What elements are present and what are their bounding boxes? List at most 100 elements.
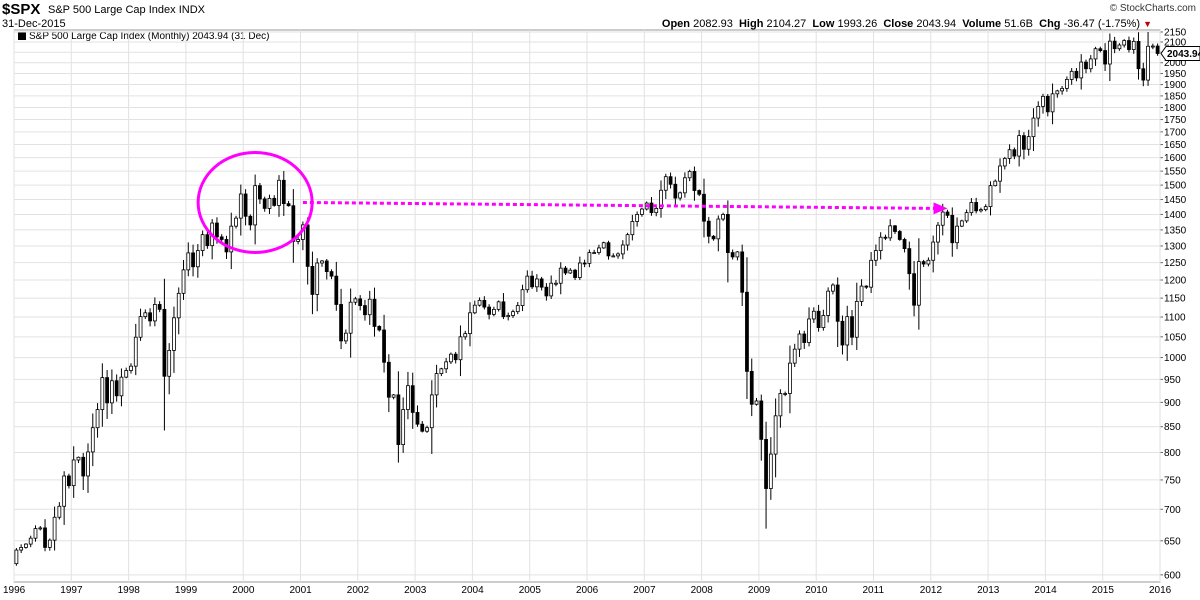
candle-body [138, 316, 143, 338]
exchange-label: INDX [178, 4, 205, 16]
candle-body [802, 333, 807, 343]
candle-body [482, 299, 487, 308]
candle-body [167, 349, 172, 377]
candle-body [1007, 149, 1012, 159]
candle-body [28, 537, 33, 545]
low-value: 1993.26 [837, 18, 878, 30]
x-tick-label: 2002 [347, 585, 370, 596]
low-label: Low [812, 18, 835, 30]
candle-body [358, 298, 363, 306]
candle-body [267, 197, 272, 209]
candle-body [955, 225, 959, 244]
candle-body [754, 400, 759, 405]
candle-body [1036, 105, 1041, 119]
volume-label: Volume [962, 18, 1002, 30]
candle-body [730, 252, 735, 258]
candle-body [477, 299, 482, 306]
candle-body [549, 282, 554, 297]
candle-body [143, 312, 148, 318]
candle-body [100, 377, 105, 410]
candle-body [281, 179, 286, 205]
ticker-symbol: $SPX [2, 1, 41, 18]
y-tick-label: 1550 [1164, 167, 1187, 178]
candle-body [1079, 61, 1084, 79]
candle-body [253, 185, 258, 226]
chart-header: $SPX S&P 500 Large Cap Index INDX 31-Dec… [2, 1, 1196, 33]
x-tick-label: 2014 [1034, 585, 1057, 596]
candle-body [520, 289, 525, 306]
candle-body [129, 365, 133, 371]
open-label: Open [661, 18, 691, 30]
candle-body [807, 318, 811, 343]
candle-body [530, 275, 534, 288]
candle-body [668, 176, 673, 185]
y-tick-label: 1950 [1164, 69, 1187, 80]
candle-body [348, 301, 353, 334]
candle-body [988, 185, 993, 208]
candle-body [826, 290, 831, 316]
candle-body [640, 208, 644, 215]
candle-body [110, 380, 114, 404]
candle-body [262, 198, 267, 209]
candle-body [735, 251, 740, 258]
candle-body [773, 415, 778, 455]
candle-body [577, 262, 582, 278]
candle-body [324, 260, 329, 272]
candle-body [1093, 48, 1098, 60]
candle-body [1031, 117, 1036, 138]
x-tick-label: 2009 [748, 585, 771, 596]
candle-body [983, 206, 988, 211]
x-tick-label: 2016 [1149, 585, 1172, 596]
ohlc-readout: Open 2082.93 High 2104.27 Low 1993.26 Cl… [662, 18, 1152, 30]
candle-body [339, 304, 343, 342]
candle-body [964, 212, 969, 222]
annotation-dashed-line [302, 200, 936, 210]
y-tick-label: 850 [1164, 422, 1181, 433]
candle-body [191, 252, 195, 268]
candle-body [234, 217, 238, 227]
candle-body [1150, 45, 1155, 48]
x-tick-label: 2001 [290, 585, 313, 596]
candle-body [725, 214, 730, 253]
candle-body [291, 205, 296, 242]
candle-body [229, 225, 234, 253]
candle-body [420, 423, 425, 432]
candle-body [243, 193, 248, 217]
chg-value: -36.47 (-1.75%) [1063, 18, 1141, 30]
y-tick-label: 650 [1164, 536, 1181, 547]
candle-body [468, 312, 472, 334]
candle-body [558, 267, 563, 284]
candle-body [563, 267, 568, 274]
candle-body [792, 348, 797, 364]
candle-body [406, 385, 410, 410]
index-name: S&P 500 Large Cap Index INDX [48, 4, 205, 16]
candle-body [14, 549, 19, 565]
volume-value: 51.6B [1004, 18, 1033, 30]
y-tick-label: 1150 [1164, 294, 1186, 305]
high-label: High [738, 18, 764, 30]
candle-body [439, 368, 444, 375]
candle-body [334, 275, 339, 305]
candle-body [587, 252, 592, 264]
candle-body [1055, 90, 1060, 95]
legend-swatch-icon [18, 32, 26, 40]
candle-body [831, 284, 835, 292]
y-tick-label: 1800 [1164, 103, 1187, 114]
y-tick-label: 1750 [1164, 115, 1187, 126]
candle-body [372, 298, 377, 327]
candle-body [601, 242, 606, 249]
candle-body [410, 385, 415, 413]
candle-body [1074, 70, 1079, 79]
candle-body [453, 353, 458, 361]
candle-body [993, 180, 998, 187]
candle-body [907, 248, 912, 275]
y-tick-label: 1300 [1164, 241, 1187, 252]
candle-body [630, 221, 635, 236]
candle-body [663, 176, 668, 191]
candle-body [444, 361, 449, 370]
y-tick-label: 1350 [1164, 225, 1187, 236]
y-tick-label: 1050 [1164, 332, 1187, 343]
candle-body [47, 539, 52, 548]
candle-body [573, 269, 577, 278]
y-tick-label: 1900 [1164, 80, 1187, 91]
